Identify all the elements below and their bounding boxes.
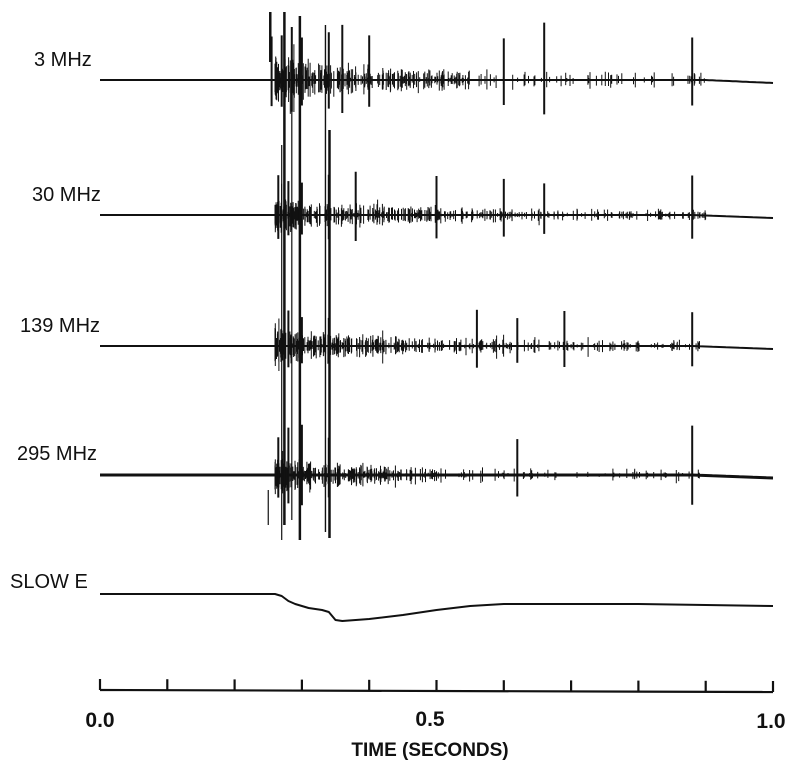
long-strokes — [267, 12, 331, 540]
noise-30-mhz — [274, 183, 707, 233]
trace-label-30-mhz: 30 MHz — [32, 184, 101, 206]
slow-e-line — [100, 593, 774, 622]
x-tick-label-0: 0.0 — [85, 709, 114, 732]
trace-label-slow-e: SLOW E — [10, 571, 88, 593]
trace-label-3-mhz: 3 MHz — [34, 49, 92, 71]
trace-slow-e — [100, 593, 774, 622]
x-tick-label-0-5: 0.5 — [415, 708, 445, 731]
noise-139-mhz — [274, 318, 700, 371]
trace-295-mhz — [100, 424, 774, 506]
baseline-139-mhz — [100, 345, 774, 350]
trace-group — [100, 12, 774, 622]
x-tick-label-1: 1.0 — [756, 710, 785, 733]
x-axis-ticks — [98, 679, 775, 692]
trace-label-295-mhz: 295 MHz — [17, 443, 97, 465]
trace-30-mhz — [100, 171, 774, 241]
noise-295-mhz — [274, 451, 700, 495]
trace-3-mhz — [100, 22, 774, 115]
trace-139-mhz — [100, 309, 774, 371]
noise-3-mhz — [274, 44, 705, 114]
x-axis: 0.0 0.5 1.0 TIME (SECONDS) — [85, 679, 786, 761]
x-axis-title: TIME (SECONDS) — [351, 740, 508, 761]
trace-label-139-mhz: 139 MHz — [20, 315, 100, 337]
